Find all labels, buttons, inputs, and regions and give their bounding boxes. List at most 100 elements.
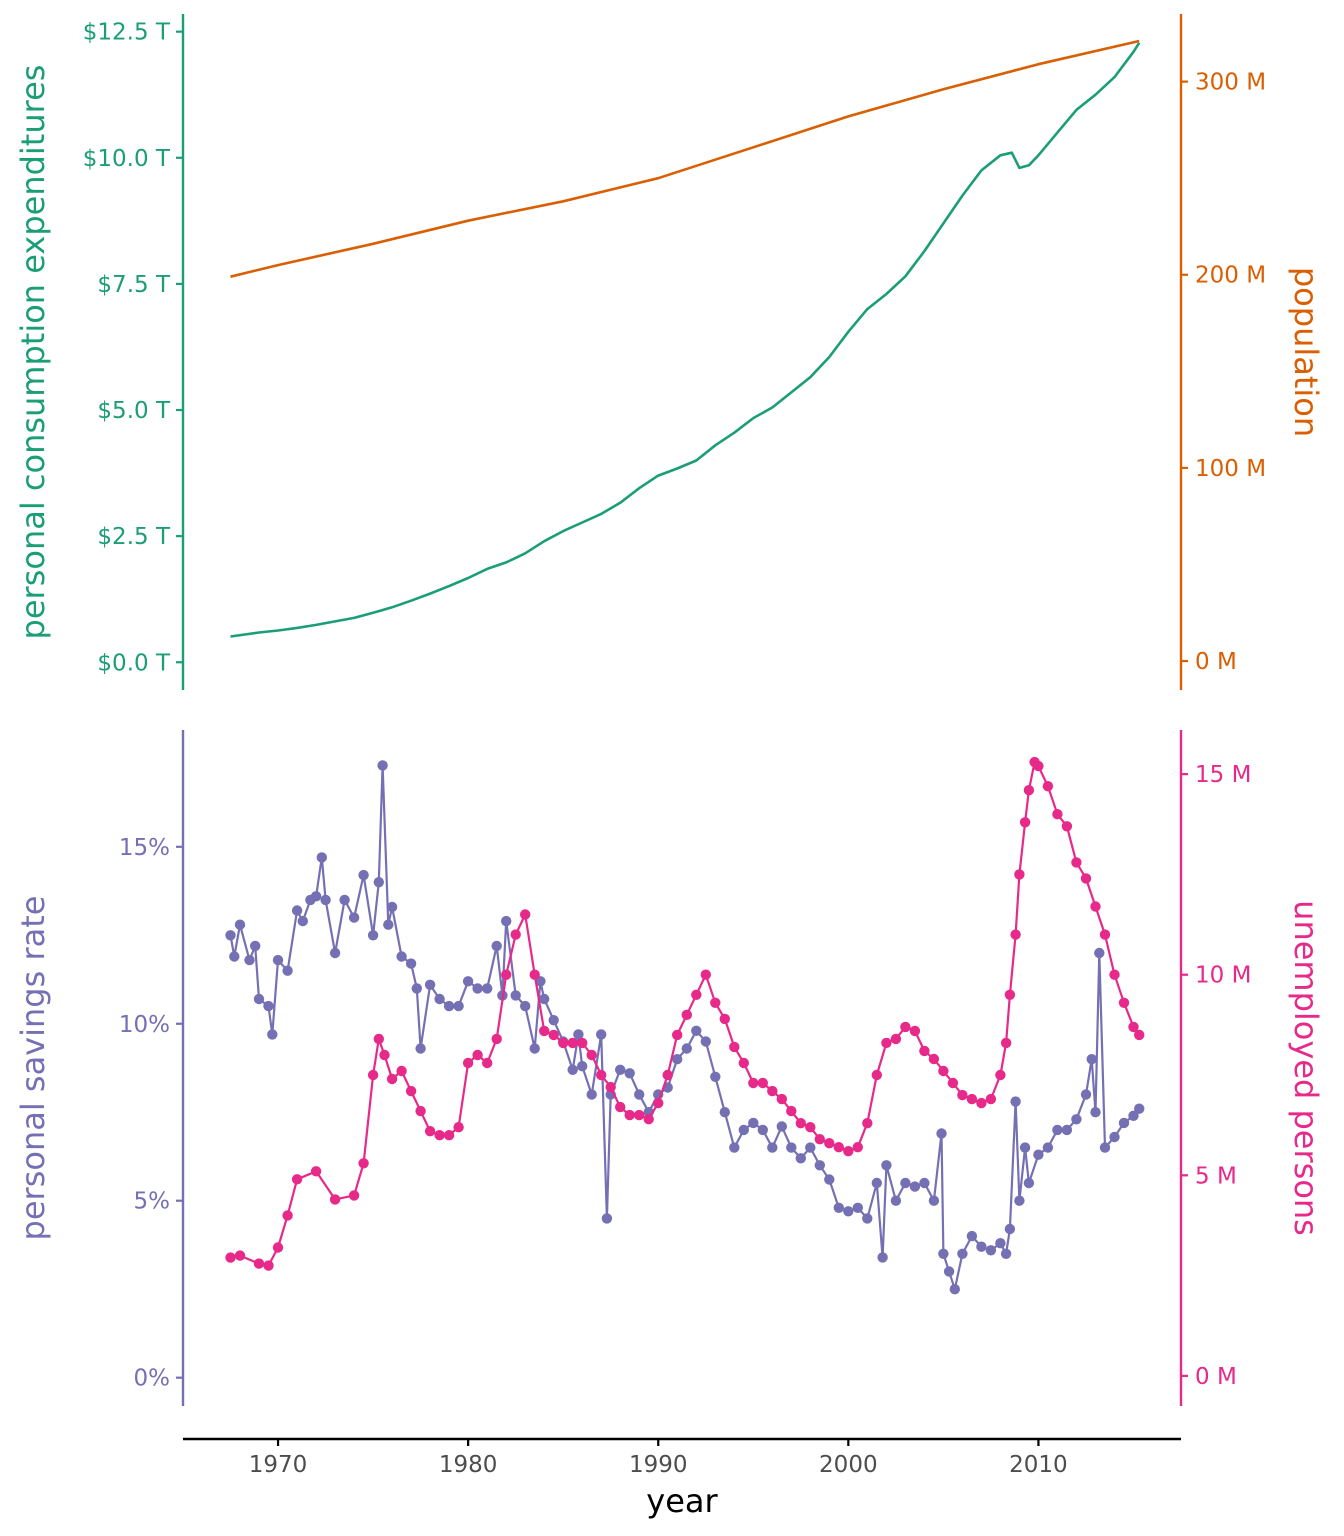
left-series-point	[596, 1029, 607, 1040]
left-series-point	[601, 1213, 613, 1224]
left-series-point	[263, 1000, 274, 1012]
left-series-point	[1004, 1223, 1016, 1235]
left-tick-label: $7.5 T	[97, 272, 171, 298]
left-series-point	[767, 1142, 778, 1153]
left-series-point	[501, 915, 512, 927]
right-series-point	[938, 1065, 949, 1077]
left-series-point	[462, 976, 474, 987]
left-series-point	[928, 1195, 940, 1206]
right-series-point	[843, 1146, 854, 1157]
right-series-point	[396, 1065, 407, 1077]
x-tick-label: 1980	[439, 1452, 498, 1478]
left-tick-label: $2.5 T	[97, 524, 171, 550]
left-series-point	[339, 894, 350, 906]
left-series-point	[1094, 947, 1105, 959]
right-series-point	[1090, 901, 1101, 912]
left-series-point	[377, 760, 388, 771]
right-series-point	[995, 1069, 1006, 1081]
left-tick-label: $0.0 T	[97, 650, 171, 676]
right-series-point	[738, 1057, 749, 1069]
right-series-point	[1099, 929, 1111, 940]
left-series-point	[577, 1061, 588, 1072]
left-series-point	[757, 1124, 768, 1136]
left-tick-label: 0%	[134, 1366, 171, 1392]
left-series-point	[634, 1089, 645, 1100]
right-series-point	[529, 969, 540, 980]
left-series-point	[367, 930, 379, 941]
left-series-point	[909, 1181, 921, 1192]
right-tick-label: 0 M	[1195, 1364, 1237, 1390]
right-tick-label: 0 M	[1195, 649, 1237, 675]
right-series-point	[890, 1033, 902, 1045]
right-series-point	[379, 1049, 390, 1061]
right-series-point	[900, 1021, 911, 1033]
left-series-point	[297, 915, 308, 927]
right-series-line	[230, 39, 1140, 278]
right-series-point	[367, 1069, 379, 1081]
right-series-point	[1128, 1021, 1139, 1033]
right-tick-label: 300 M	[1195, 70, 1266, 96]
right-series-point	[225, 1252, 236, 1263]
left-series-point	[700, 1036, 711, 1047]
left-series-point	[966, 1230, 978, 1242]
left-series-point	[548, 1015, 559, 1026]
right-series-point	[881, 1037, 892, 1049]
left-series-point	[472, 983, 483, 994]
left-series-point	[738, 1124, 749, 1136]
left-tick-label: 10%	[119, 1012, 170, 1038]
right-series-point	[386, 1073, 398, 1085]
left-series-point	[320, 894, 331, 906]
right-series-point	[1061, 821, 1073, 832]
right-series-point	[491, 1033, 502, 1045]
right-series-point	[976, 1097, 987, 1109]
right-series-point	[1004, 989, 1016, 1000]
left-series-point	[786, 1142, 797, 1153]
left-tick-label: $10.0 T	[83, 146, 171, 172]
right-series-point	[358, 1158, 369, 1169]
right-axis-title: population	[1287, 267, 1325, 437]
left-series-point	[567, 1064, 578, 1076]
left-series-point	[691, 1025, 702, 1037]
left-series-point	[453, 1000, 464, 1012]
right-series-point	[814, 1134, 825, 1145]
left-series-point	[396, 951, 407, 962]
right-series-point	[662, 1069, 673, 1081]
x-tick-label: 2000	[819, 1452, 878, 1478]
left-series-point	[936, 1128, 947, 1139]
right-series-point	[776, 1093, 787, 1105]
left-series-point	[510, 990, 521, 1001]
left-series-point	[805, 1142, 816, 1153]
left-series-point	[877, 1252, 888, 1263]
right-series-point	[310, 1166, 322, 1177]
bottom-panel: 0% 5% 10% 15% 0 M 5 M 10 M 15 M personal savings…	[14, 730, 1325, 1406]
right-series-point	[348, 1190, 360, 1201]
left-series-point	[386, 901, 398, 913]
right-series-point	[501, 969, 512, 980]
left-series-point	[434, 993, 445, 1005]
right-axis-title: unemployed persons	[1287, 900, 1325, 1236]
left-series-point	[539, 993, 550, 1005]
right-series-point	[862, 1118, 873, 1129]
left-series-point	[919, 1177, 930, 1189]
left-series-point	[729, 1142, 740, 1153]
left-series-point	[291, 905, 303, 916]
left-series-point	[795, 1153, 806, 1164]
right-series-point	[373, 1033, 384, 1045]
right-series-point	[1033, 760, 1044, 772]
left-series-point	[272, 954, 284, 966]
left-series-point	[520, 1000, 531, 1012]
right-series-point	[272, 1242, 284, 1253]
left-series-point	[1000, 1248, 1012, 1260]
right-series-point	[453, 1122, 464, 1133]
right-series-point	[748, 1077, 759, 1089]
left-series-point	[976, 1241, 987, 1252]
right-series-point	[1118, 997, 1130, 1008]
right-series-point	[852, 1142, 863, 1153]
right-series-point	[653, 1097, 664, 1109]
right-series-point	[424, 1126, 436, 1137]
right-series-point	[415, 1105, 426, 1117]
right-series-point	[947, 1077, 959, 1089]
right-series-point	[672, 1029, 683, 1041]
left-series-point	[491, 940, 502, 952]
left-series-point	[411, 983, 422, 994]
